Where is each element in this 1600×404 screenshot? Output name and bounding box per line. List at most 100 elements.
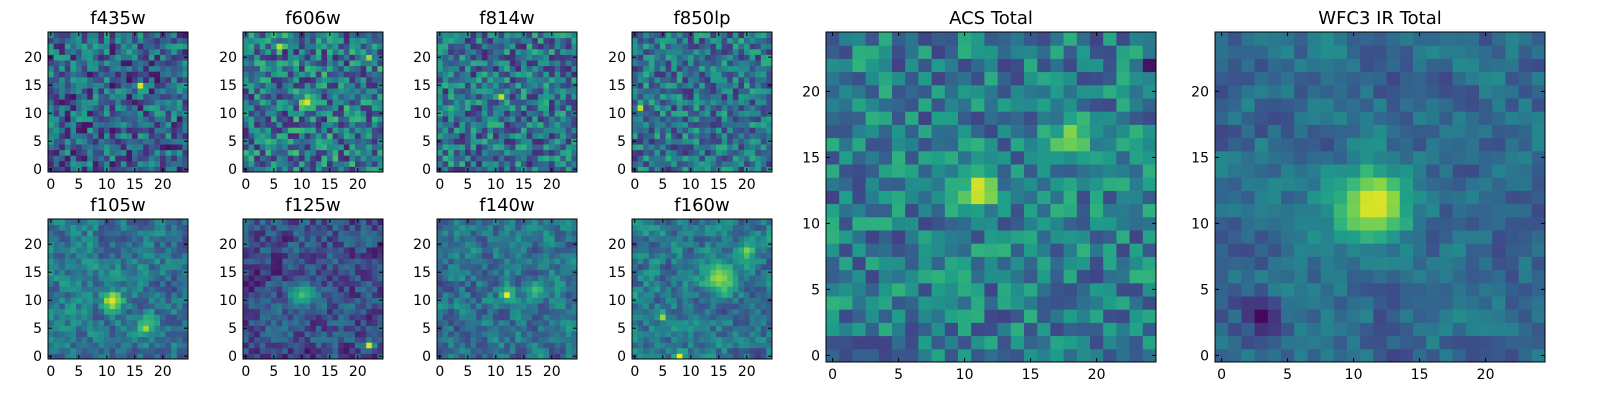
- heatmap-cell: [327, 43, 333, 49]
- heatmap-cell: [465, 297, 471, 303]
- heatmap-cell: [521, 105, 527, 111]
- heatmap-cell: [744, 144, 750, 150]
- heatmap-cell: [177, 348, 183, 354]
- heatmap-cell: [154, 264, 160, 270]
- heatmap-cell: [243, 66, 249, 72]
- heatmap-cell: [761, 292, 767, 298]
- heatmap-cell: [454, 77, 460, 83]
- heatmap-cell: [727, 161, 733, 167]
- heatmap-cell: [654, 94, 660, 100]
- heatmap-cell: [566, 320, 572, 326]
- heatmap-cell: [126, 236, 132, 242]
- heatmap-cell: [750, 337, 756, 343]
- heatmap-cell: [521, 258, 527, 264]
- heatmap-cell: [361, 138, 367, 144]
- heatmap-cell: [249, 161, 255, 167]
- heatmap-cell: [761, 133, 767, 139]
- heatmap-cell: [560, 88, 566, 94]
- heatmap-cell: [126, 303, 132, 309]
- heatmap-cell: [482, 88, 488, 94]
- heatmap-cell: [65, 71, 71, 77]
- heatmap-cell: [532, 144, 538, 150]
- heatmap-cell: [482, 342, 488, 348]
- heatmap-cell: [271, 54, 277, 60]
- heatmap-cell: [126, 320, 132, 326]
- heatmap-cell: [138, 138, 144, 144]
- heatmap-cell: [54, 150, 60, 156]
- heatmap-cell: [716, 275, 722, 281]
- heatmap-cell: [277, 258, 283, 264]
- heatmap-cell: [705, 99, 711, 105]
- heatmap-cell: [249, 275, 255, 281]
- heatmap-cell: [677, 133, 683, 139]
- heatmap-cell: [465, 348, 471, 354]
- heatmap-cell: [532, 99, 538, 105]
- heatmap-cell: [459, 314, 465, 320]
- heatmap-cell: [171, 133, 177, 139]
- heatmap-cell: [98, 331, 104, 337]
- heatmap-cell: [132, 286, 138, 292]
- heatmap-cell: [744, 127, 750, 133]
- heatmap-cell: [321, 105, 327, 111]
- heatmap-cell: [310, 43, 316, 49]
- heatmap-cell: [277, 32, 283, 38]
- heatmap-cell: [677, 161, 683, 167]
- heatmap-cell: [293, 258, 299, 264]
- heatmap-cell: [288, 54, 294, 60]
- heatmap-cell: [160, 309, 166, 315]
- heatmap-cell: [333, 60, 339, 66]
- heatmap-cell: [510, 77, 516, 83]
- heatmap-cell: [727, 297, 733, 303]
- heatmap-cell: [499, 155, 505, 161]
- heatmap-cell: [121, 275, 127, 281]
- heatmap-cell: [448, 269, 454, 275]
- heatmap-cell: [733, 49, 739, 55]
- heatmap-cell: [132, 99, 138, 105]
- heatmap-cell: [755, 320, 761, 326]
- y-tick-label: 0: [228, 162, 237, 178]
- heatmap-cell: [355, 275, 361, 281]
- heatmap-cell: [115, 150, 121, 156]
- heatmap-cell: [654, 275, 660, 281]
- heatmap-cell: [254, 258, 260, 264]
- heatmap-cell: [744, 99, 750, 105]
- heatmap-cell: [154, 247, 160, 253]
- heatmap-cell: [555, 264, 561, 270]
- heatmap-cell: [448, 236, 454, 242]
- heatmap-cell: [538, 66, 544, 72]
- heatmap-cell: [632, 144, 638, 150]
- heatmap-cell: [249, 258, 255, 264]
- heatmap-cell: [171, 264, 177, 270]
- heatmap-cell: [166, 99, 172, 105]
- heatmap-cell: [705, 60, 711, 66]
- heatmap-cell: [138, 94, 144, 100]
- heatmap-cell: [349, 258, 355, 264]
- heatmap-cell: [671, 60, 677, 66]
- heatmap-cell: [70, 253, 76, 259]
- heatmap-cell: [738, 314, 744, 320]
- heatmap-cell: [677, 281, 683, 287]
- heatmap-cell: [361, 77, 367, 83]
- heatmap-cell: [98, 342, 104, 348]
- heatmap-cell: [316, 122, 322, 128]
- heatmap-cell: [154, 66, 160, 72]
- heatmap-cell: [355, 77, 361, 83]
- heatmap-cell: [288, 161, 294, 167]
- heatmap-cell: [761, 32, 767, 38]
- heatmap-cell: [437, 292, 443, 298]
- heatmap-cell: [160, 292, 166, 298]
- heatmap-cell: [510, 88, 516, 94]
- heatmap-cell: [666, 303, 672, 309]
- heatmap-cell: [677, 116, 683, 122]
- heatmap-cell: [638, 105, 644, 111]
- heatmap-cell: [260, 225, 266, 231]
- x-tick-label: 15: [515, 177, 533, 193]
- heatmap-cell: [699, 71, 705, 77]
- heatmap-cell: [65, 150, 71, 156]
- heatmap-cell: [254, 105, 260, 111]
- heatmap-cell: [143, 138, 149, 144]
- heatmap-cell: [677, 54, 683, 60]
- heatmap-cell: [171, 314, 177, 320]
- heatmap-cell: [454, 275, 460, 281]
- heatmap-cell: [76, 292, 82, 298]
